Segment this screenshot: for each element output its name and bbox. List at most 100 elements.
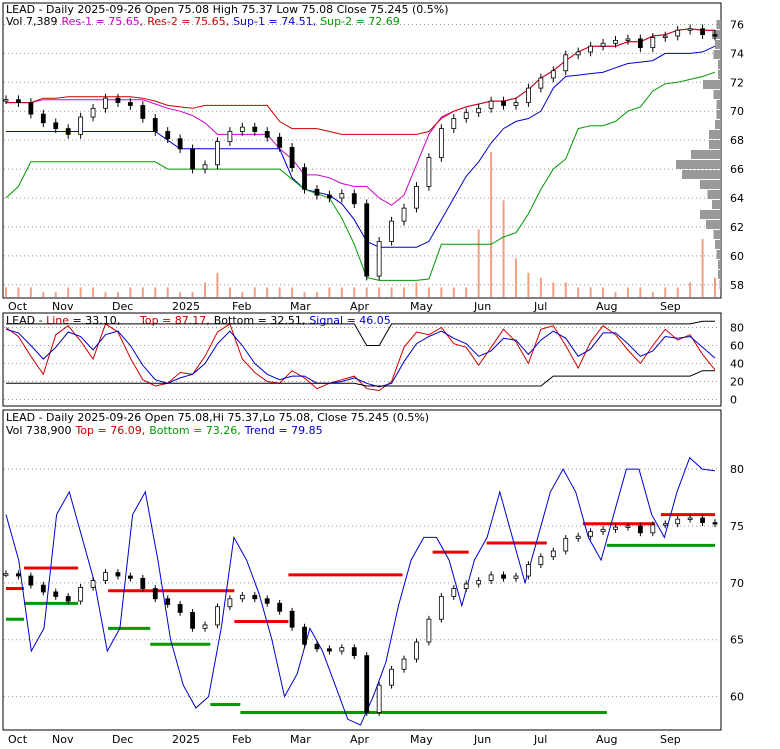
trend-candle-body [575,535,581,539]
trend-title-desc: - Daily 2025-09-26 Open 75.08,Hi 75.37,L… [35,411,429,424]
price-candle-body [177,138,183,150]
price-candle-body [600,42,606,47]
price-candle-body [28,102,34,115]
volume-bar [390,287,393,297]
trend-candle-body [414,641,419,660]
oscillator-panel-frame [2,312,722,407]
trend-candle-body [351,647,357,657]
volume-bar [266,287,269,297]
price-candle-body [364,203,370,277]
volume-bar [689,282,692,297]
volume-bar [415,282,418,297]
trend-chart-title: LEAD - Daily 2025-09-26 Open 75.08,Hi 75… [6,411,429,424]
volume-bar [552,282,555,297]
price-panel-frame [2,2,722,299]
volume-profile-bar [703,80,721,89]
volume-bar [365,287,368,297]
price-x-axis: Oct Nov Dec 2025 Feb Mar Apr May Jun Jul Aug Sep [8,300,681,313]
legend-entry-2: Res-2 = 75.65, [147,15,229,28]
volume-bar [241,292,244,297]
price-title-symbol: LEAD [6,3,35,16]
y-tick-label: 0 [730,394,737,407]
x-tick-label: Nov [52,733,74,745]
price-candle-body [277,136,283,148]
trend-candle-body [637,525,643,534]
volume-profile-bar [719,280,721,289]
volume-profile-bar [676,160,721,169]
x-tick-label: Feb [232,733,251,745]
trend-candle-body [613,526,618,530]
price-candle-body [650,37,656,49]
trend-candle-body [438,596,444,620]
volume-bar [465,287,468,297]
price-candle-body [438,128,444,158]
oscillator-y-axis: 0 20 40 60 80 [730,322,744,407]
y-tick-label: 76 [730,18,744,31]
volume-profile-bar [718,260,721,269]
price-candle-body [252,126,258,132]
price-candle-body [140,105,146,119]
volume-bar [427,287,430,297]
x-tick-label: Oct [8,300,28,313]
x-tick-label: Aug [596,300,617,313]
price-candle-body [538,77,544,89]
volume-bar [67,287,70,297]
price-candle-body [488,100,494,109]
trend-candle-body [401,658,407,670]
trend-candle-body [675,518,681,525]
trend-candle-body [252,594,258,600]
price-candle-body [451,118,457,129]
volume-profile-bar [682,170,721,179]
price-candle-body [16,99,21,103]
price-candle-body [550,70,556,79]
volume-bar [626,287,629,297]
legend-entry-1: Top = 76.09, [74,424,145,437]
volume-profile-bar [713,90,721,99]
volume-bar [664,287,667,297]
y-tick-label: 70 [730,577,744,590]
trend-candle-body [165,598,171,605]
volume-profile [676,20,721,289]
trend-candle-body [501,574,506,579]
price-candle-body [53,122,59,129]
volume-profile-bar [718,70,721,79]
price-candle-body [675,29,681,37]
volume-profile-bar [712,200,721,209]
trend-candle-body [239,594,245,600]
price-candle-body [115,97,121,103]
trend-candle-body [65,596,71,602]
volume-bar [129,287,132,297]
oscillator-legend: Top = 87.17, Bottom = 32.51, Signal = 46.0… [139,314,391,327]
price-candle-body [289,146,295,169]
price-candle-body [3,99,9,102]
x-tick-label: Apr [350,300,370,313]
trend-candle-body [364,655,370,713]
volume-profile-bar [716,250,721,259]
price-candle-body [239,126,245,132]
price-panel: LEAD - Daily 2025-09-26 Open 75.08 High … [2,2,744,313]
trend-candle-body [600,528,606,533]
volume-profile-bar [709,130,721,139]
volume-bar [228,287,231,297]
trend-candle-body [687,517,693,520]
price-candle-body [575,51,581,56]
x-tick-label: Apr [350,733,370,745]
trend-candle-body [339,647,345,652]
trend-y-axis: 60 65 70 75 80 [730,463,744,703]
legend-entry-3: Sup-1 = 74.51, [233,15,316,28]
x-tick-label: Mar [290,300,311,313]
volume-bar [403,287,406,297]
x-tick-label: May [410,733,433,745]
trend-candle-body [277,602,283,612]
trend-candle-body [700,517,705,523]
trend-candle-body [140,577,146,589]
volume-profile-bar [713,50,721,59]
trend-candle-body [526,564,531,577]
trend-candle-body [152,588,158,600]
price-candle-body [588,45,594,53]
trend-candle-body [426,618,432,643]
price-candle-body [351,193,357,205]
legend-entry-2: Signal = 46.05 [309,314,391,327]
price-candle-body [463,112,469,119]
